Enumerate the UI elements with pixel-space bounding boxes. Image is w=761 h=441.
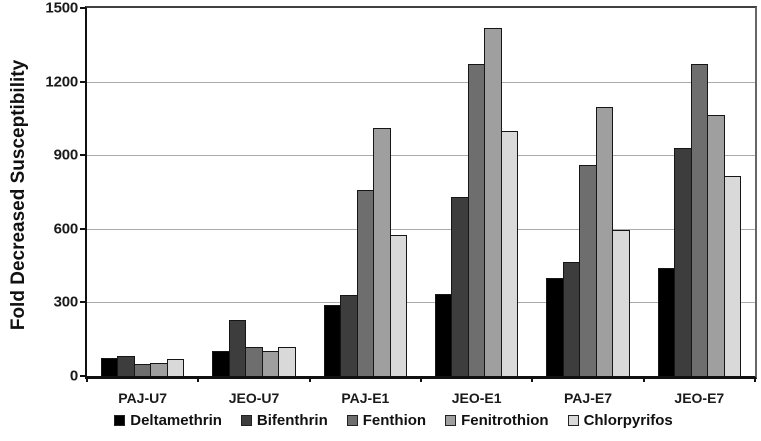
legend-item-fenthion: Fenthion: [346, 412, 427, 429]
x-axis-tick-mark: [754, 377, 756, 382]
x-axis-category-label: JEO-E1: [451, 390, 502, 406]
bar-fenitrothion-paj-u7: [150, 362, 168, 376]
x-axis-tick-mark: [531, 377, 534, 382]
legend-label: Bifenthrin: [256, 412, 328, 429]
y-axis-tick-label: 1200: [45, 73, 78, 91]
bar-deltamethrin-jeo-e7: [657, 268, 676, 376]
legend-item-chlorpyrifos: Chlorpyrifos: [567, 412, 673, 429]
bar-bifenthrin-jeo-u7: [228, 319, 247, 376]
bar-chlorpyrifos-paj-e7: [612, 230, 630, 376]
bar-chlorpyrifos-paj-u7: [166, 358, 185, 376]
bar-fenthion-paj-u7: [133, 363, 152, 376]
bar-chlorpyrifos-paj-e1: [389, 234, 408, 376]
y-axis-tick-label: 1500: [45, 0, 78, 17]
bar-chlorpyrifos-jeo-e1: [500, 130, 519, 376]
y-axis-tick-mark: [80, 227, 85, 230]
x-axis-category-label: PAJ-E7: [564, 390, 612, 406]
x-axis-category-label: PAJ-E1: [341, 390, 390, 406]
bar-group-paj-e7: [532, 8, 643, 376]
legend-swatch-fenitrothion: [445, 415, 457, 426]
bar-bifenthrin-paj-e1: [340, 295, 358, 376]
bar-group-jeo-u7: [198, 8, 309, 376]
bar-fenthion-paj-e1: [356, 189, 375, 376]
bar-deltamethrin-jeo-u7: [212, 351, 230, 376]
x-axis-tick-mark: [420, 377, 422, 382]
bar-fenitrothion-jeo-u7: [261, 351, 280, 376]
bar-deltamethrin-jeo-e1: [434, 293, 453, 376]
bar-fenitrothion-paj-e7: [595, 107, 614, 376]
legend-swatch-chlorpyrifos: [567, 415, 579, 426]
bar-deltamethrin-paj-u7: [100, 357, 119, 376]
legend: Deltamethrin Bifenthrin Fenthion Fenitrothi…: [0, 412, 761, 429]
legend-item-deltamethrin: Deltamethrin: [114, 412, 222, 429]
legend-label: Deltamethrin: [130, 412, 222, 429]
legend-swatch-bifenthrin: [240, 415, 252, 426]
legend-label: Chlorpyrifos: [583, 412, 673, 429]
bar-fenthion-jeo-e7: [690, 64, 709, 376]
x-axis-category-label: PAJ-U7: [118, 390, 168, 406]
y-axis-tick-label: 0: [69, 367, 78, 385]
x-axis-tick-mark: [308, 377, 311, 382]
gridline-1200: [87, 81, 755, 83]
y-axis-tick-mark: [80, 80, 85, 83]
legend-swatch-fenthion: [346, 415, 358, 426]
bar-deltamethrin-paj-e1: [323, 304, 342, 376]
bar-chlorpyrifos-jeo-u7: [278, 346, 296, 376]
bar-fenitrothion-jeo-e7: [707, 114, 725, 376]
bar-chlorpyrifos-jeo-e7: [723, 176, 742, 376]
bar-bifenthrin-jeo-e1: [451, 196, 469, 376]
bar-bifenthrin-paj-u7: [117, 356, 135, 376]
legend-label: Fenitrothion: [461, 412, 549, 429]
bar-fenthion-jeo-e1: [467, 64, 486, 376]
bar-fenitrothion-jeo-e1: [484, 27, 502, 376]
y-axis-tick-label: 600: [53, 220, 79, 238]
y-axis-tick-mark: [80, 375, 85, 377]
bar-fenthion-jeo-u7: [245, 346, 263, 376]
bar-fenitrothion-paj-e1: [373, 128, 391, 376]
bar-fenthion-paj-e7: [579, 165, 597, 376]
y-axis-tick-label: 900: [53, 146, 79, 164]
legend-swatch-deltamethrin: [114, 415, 126, 426]
gridline-900: [87, 155, 755, 157]
legend-label: Fenthion: [362, 412, 427, 429]
bar-bifenthrin-paj-e7: [562, 261, 581, 376]
bar-bifenthrin-jeo-e7: [674, 147, 692, 376]
bar-group-jeo-e1: [421, 8, 532, 376]
y-axis-tick-label: 300: [53, 293, 79, 311]
x-axis-category-label: JEO-E7: [674, 390, 725, 406]
gridline-600: [87, 228, 755, 230]
x-axis-tick-mark: [197, 377, 200, 382]
bar-group-jeo-e7: [644, 8, 755, 376]
y-axis-tick-mark: [80, 154, 85, 157]
x-axis-category-label: JEO-U7: [228, 390, 280, 406]
legend-item-bifenthrin: Bifenthrin: [240, 412, 328, 429]
legend-item-fenitrothion: Fenitrothion: [445, 412, 549, 429]
plot-area: [85, 6, 757, 379]
bar-deltamethrin-paj-e7: [546, 277, 564, 376]
bar-group-paj-u7: [87, 8, 198, 376]
y-axis-tick-mark: [80, 301, 85, 304]
y-axis-tick-mark: [80, 7, 85, 9]
y-axis-title: Fold Decreased Susceptibility: [8, 59, 29, 331]
bar-group-paj-e1: [310, 8, 421, 376]
x-axis-tick-mark: [86, 377, 88, 382]
gridline-300: [87, 302, 755, 304]
x-axis-tick-mark: [642, 377, 645, 382]
